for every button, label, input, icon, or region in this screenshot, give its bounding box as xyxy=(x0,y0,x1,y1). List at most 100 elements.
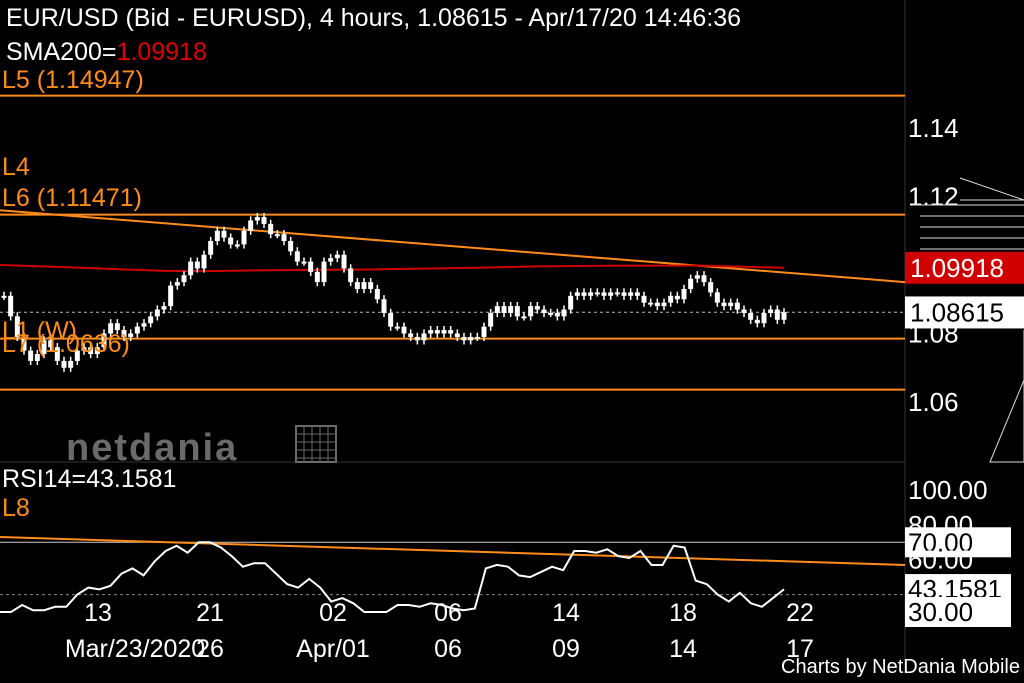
sma-tag-background xyxy=(905,251,1024,284)
level-label-l5[interactable]: L5 (1.14947) xyxy=(2,66,144,94)
price-bar-body xyxy=(348,268,354,283)
price-bar-body xyxy=(128,333,134,337)
price-bar-body xyxy=(308,261,314,272)
price-bar-body xyxy=(54,347,60,361)
price-bar-body xyxy=(548,312,554,315)
price-bar-body xyxy=(288,241,294,252)
level-label-l6[interactable]: L6 (1.11471) xyxy=(2,184,142,212)
watermark-logo xyxy=(295,425,337,463)
price-bar-body xyxy=(734,302,740,310)
level-label-l7[interactable]: L7 (1.0636) xyxy=(2,330,130,358)
price-bar-body xyxy=(681,288,687,300)
price-bar-body xyxy=(194,261,200,269)
time-tick-day: 14 xyxy=(552,599,580,627)
price-bar-body xyxy=(328,258,334,262)
price-bar-body xyxy=(248,220,254,231)
price-bar-body xyxy=(268,223,274,235)
price-bar-body xyxy=(8,295,14,317)
level-label-l1[interactable]: L1 (W) xyxy=(2,317,77,345)
price-bar-body xyxy=(81,347,87,351)
time-tick-date: 09 xyxy=(552,635,580,663)
price-bar-body xyxy=(661,302,667,307)
price-bar-body xyxy=(294,251,300,262)
price-bar-body xyxy=(261,217,267,224)
price-bar-body xyxy=(641,295,647,303)
price-bar-body xyxy=(241,230,247,245)
price-bar-body xyxy=(621,292,627,296)
price-bar-body xyxy=(474,336,480,339)
price-bar-body xyxy=(21,336,27,351)
last-price-tag: 1.08615 xyxy=(905,296,1024,329)
price-bar-body xyxy=(34,354,40,361)
level-label-l4[interactable]: L4 xyxy=(2,153,30,181)
rsi-line xyxy=(0,541,785,613)
rsi-label: RSI14=43.1581 xyxy=(2,465,177,493)
price-bar-body xyxy=(354,282,360,289)
price-levels xyxy=(0,94,905,391)
price-bar-body xyxy=(754,319,760,324)
trendline-l4[interactable] xyxy=(0,209,906,284)
footer-credit: Charts by NetDania Mobile xyxy=(781,656,1020,678)
price-bar-body xyxy=(321,261,327,283)
time-tick-day: 13 xyxy=(84,599,112,627)
price-bar-body xyxy=(121,330,127,337)
price-bar-body xyxy=(508,306,514,313)
price-bar-body xyxy=(534,306,540,310)
price-bar-body xyxy=(494,306,500,313)
level-label-l8[interactable]: L8 xyxy=(2,494,30,522)
price-bar-body xyxy=(368,282,374,289)
price-bar-body xyxy=(668,295,674,303)
price-bar-body xyxy=(141,323,147,327)
rsi-tag-background xyxy=(905,527,1011,558)
price-bar-body xyxy=(201,254,207,269)
price-bar-body xyxy=(694,275,700,279)
price-bar-body xyxy=(741,309,747,313)
rsi-tick-label: 100.00 xyxy=(908,475,988,505)
price-bar-body xyxy=(208,241,214,255)
time-tick-day: 22 xyxy=(786,599,814,627)
price-bar-body xyxy=(708,282,714,293)
time-tick-date: 14 xyxy=(669,635,697,663)
watermark-text: netdania xyxy=(66,427,238,469)
time-tick-date: Mar/23/2020 xyxy=(65,635,205,663)
price-bar-body xyxy=(314,271,320,283)
trendline-l8[interactable] xyxy=(0,536,906,566)
price-bar-body xyxy=(554,312,560,317)
price-bar-body xyxy=(234,244,240,247)
price-bar-body xyxy=(161,306,167,310)
price-bar-body xyxy=(134,326,140,334)
price-bar-body xyxy=(28,350,34,361)
price-bar-body xyxy=(774,309,780,320)
price-bar-body xyxy=(501,306,507,313)
price-bar-body xyxy=(441,330,447,334)
price-bar-body xyxy=(768,309,774,313)
price-bar-body xyxy=(728,302,734,307)
price-tick-label: 1.12 xyxy=(908,182,959,212)
price-bars xyxy=(1,212,787,372)
price-bar-body xyxy=(528,306,534,317)
price-bar-body xyxy=(74,350,80,361)
price-bar-body xyxy=(461,336,467,341)
price-bar-body xyxy=(608,292,614,296)
price-bar-body xyxy=(481,326,487,337)
price-bar-body xyxy=(674,295,680,300)
price-bar-body xyxy=(214,230,220,242)
price-bar-body xyxy=(601,292,607,296)
price-bar-body xyxy=(561,309,567,317)
price-bar-body xyxy=(334,254,340,259)
price-bar-body xyxy=(254,217,260,221)
price-bar-body xyxy=(588,292,594,296)
sma-price-tag: 1.09918 xyxy=(905,251,1024,284)
price-bar-body xyxy=(174,282,180,286)
time-tick-day: 06 xyxy=(434,599,462,627)
netdania-watermark: netdania xyxy=(66,425,337,469)
scale-widget[interactable] xyxy=(912,177,1024,463)
price-bar-body xyxy=(688,278,694,289)
price-bar-body xyxy=(521,316,527,319)
price-bar-body xyxy=(448,330,454,334)
chart-title: EUR/USD (Bid - EURUSD), 4 hours, 1.08615… xyxy=(6,4,742,32)
price-bar-body xyxy=(628,292,634,296)
price-bar-body xyxy=(281,234,287,242)
price-bar-body xyxy=(168,285,174,307)
